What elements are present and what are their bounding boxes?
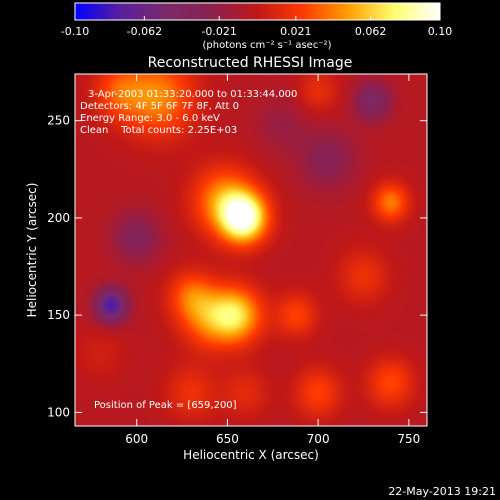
peak-position-label: Position of Peak = [659,200]: [94, 400, 237, 411]
colorbar-fill: [75, 3, 440, 20]
x-axis-ticks: 600 650 700 750: [125, 74, 420, 446]
x-tick-label: 650: [216, 432, 239, 446]
plot-frame: [74, 73, 428, 427]
colorbar-tick-label: 0.10: [428, 25, 453, 38]
y-axis-ticks: 100 150 200 250: [47, 114, 427, 419]
heatmap-canvas-holder: [75, 74, 427, 426]
y-tick-label: 250: [47, 114, 70, 128]
colorbar-tick-label: 0.021: [280, 25, 312, 38]
footer-timestamp: 22-May-2013 19:21: [388, 485, 496, 498]
colorbar-tick-label: -0.021: [201, 25, 236, 38]
colorbar: -0.10 -0.062 -0.021 0.021 0.062 0.10 (photons…: [61, 2, 452, 51]
y-tick-label: 200: [47, 211, 70, 225]
colorbar-tick-label: -0.10: [61, 25, 89, 38]
annotation-time: 3-Apr-2003 01:33:20.000 to 01:33:44.000: [88, 89, 297, 100]
heatmap: [75, 74, 427, 426]
annotation-detectors: Detectors: 4F 5F 6F 7F 8F, Att 0: [80, 101, 239, 112]
x-tick-label: 750: [397, 432, 420, 446]
chart-title: Reconstructed RHESSI Image: [148, 55, 353, 71]
y-tick-label: 100: [47, 405, 70, 419]
x-tick-label: 600: [125, 432, 148, 446]
annotation-counts: Clean Total counts: 2.25E+03: [80, 125, 237, 136]
x-axis-label: Heliocentric X (arcsec): [183, 448, 319, 462]
colorbar-tick-label: -0.062: [127, 25, 162, 38]
colorbar-frame: [74, 2, 441, 21]
annotation-energy: Energy Range: 3.0 - 6.0 keV: [80, 113, 220, 124]
heatmap-canvas: [75, 74, 427, 426]
y-axis-label: Heliocentric Y (arcsec): [25, 183, 39, 318]
colorbar-units: (photons cm⁻² s⁻¹ asec⁻²): [202, 40, 331, 51]
y-tick-label: 150: [47, 308, 70, 322]
colorbar-tick-label: 0.062: [355, 25, 387, 38]
colorbar-ticks: -0.10 -0.062 -0.021 0.021 0.062 0.10: [61, 16, 452, 38]
observation-annotations: 3-Apr-2003 01:33:20.000 to 01:33:44.000 …: [80, 89, 297, 411]
x-tick-label: 700: [307, 432, 330, 446]
